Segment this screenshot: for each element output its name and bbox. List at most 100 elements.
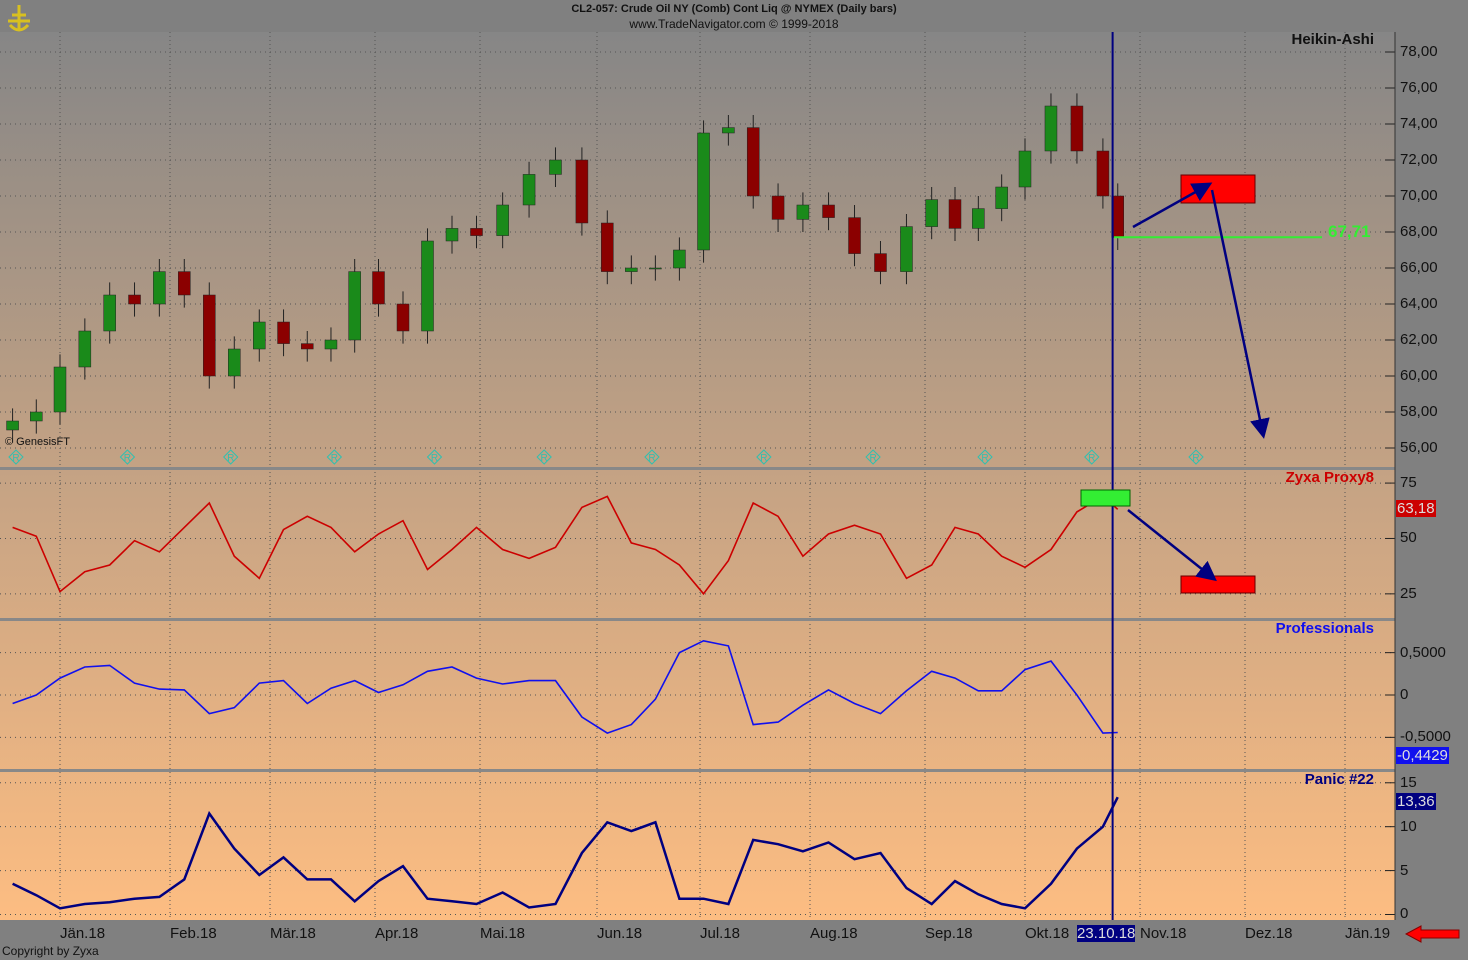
marker-label: R (648, 453, 655, 464)
candle (796, 204, 810, 220)
x-tick-label: Apr.18 (375, 925, 419, 942)
marker-r-icon: R (1084, 449, 1100, 465)
x-tick-label: Feb.18 (170, 925, 217, 942)
candle (30, 411, 43, 422)
y-tick-label: 25 (1400, 584, 1417, 602)
pane-title-proxy8: Zyxa Proxy8 (1285, 469, 1374, 486)
marker-label: R (12, 453, 19, 464)
marker-diamond (756, 449, 772, 465)
x-tick-label: Jän.19 (1345, 925, 1391, 942)
y-tick-label: 66,00 (1400, 259, 1438, 276)
y-tick-label: 60,00 (1400, 367, 1438, 384)
y-tick-label: 0 (1400, 686, 1409, 703)
marker-diamond (644, 449, 660, 465)
candle (6, 420, 19, 431)
x-tick-label: Jul.18 (700, 925, 741, 942)
candle (324, 339, 338, 350)
pane-title-panic: Panic #22 (1304, 771, 1374, 788)
candle (445, 228, 459, 242)
panic-last-value: 13,36 (1396, 793, 1436, 810)
marker-label: R (331, 453, 338, 464)
copyright: Copyright by Zyxa (2, 944, 99, 958)
candle (348, 271, 361, 341)
x-tick-label: Nov.18 (1140, 925, 1187, 942)
target-box-proxy (1180, 575, 1256, 594)
marker-label: R (1088, 453, 1095, 464)
signal-box-proxy (1080, 489, 1131, 507)
marker-r-icon: R (8, 449, 24, 465)
candle (103, 294, 116, 332)
x-tick-label: Mai.18 (480, 925, 526, 942)
candle (203, 294, 216, 377)
candle (746, 127, 760, 197)
arrow-proxy (1127, 509, 1217, 582)
scroll-left-arrow-icon[interactable] (1405, 925, 1460, 943)
marker-r-icon: R (326, 449, 343, 465)
marker-label: R (1192, 453, 1199, 464)
candle (649, 267, 662, 270)
y-tick-label: 10 (1400, 817, 1417, 835)
y-tick-label: 50 (1400, 529, 1417, 547)
y-tick-label: 64,00 (1400, 295, 1438, 312)
marker-diamond (865, 449, 881, 465)
y-tick-label: 78,00 (1400, 43, 1438, 60)
y-tick-label: 58,00 (1400, 403, 1438, 420)
candle (697, 132, 710, 251)
target-box-price (1180, 174, 1256, 204)
marker-diamond (119, 449, 136, 465)
marker-diamond (1084, 449, 1100, 465)
candle (470, 228, 483, 236)
marker-label: R (981, 453, 988, 464)
marker-diamond (1188, 449, 1204, 465)
x-tick-label: Dez.18 (1245, 925, 1293, 942)
candle (396, 303, 410, 332)
y-tick-label: 70,00 (1400, 187, 1438, 204)
candle (128, 294, 141, 305)
marker-r-icon: R (426, 449, 443, 465)
y-tick-label: 0,5000 (1400, 643, 1446, 661)
tradenavigator-logo (8, 5, 30, 32)
candle (53, 366, 67, 413)
y-tick-label: 74,00 (1400, 115, 1438, 132)
x-tick-label: Jun.18 (597, 925, 643, 942)
pane-title-professionals: Professionals (1275, 620, 1374, 637)
candle (1018, 150, 1032, 188)
marker-r-icon: R (223, 449, 239, 465)
marker-r-icon: R (756, 449, 772, 465)
marker-r-icon: R (536, 449, 552, 465)
marker-diamond (977, 449, 993, 465)
pane-separator (0, 618, 1395, 621)
marker-r-icon: R (119, 449, 136, 465)
candle (722, 127, 735, 134)
candle (153, 271, 166, 305)
marker-r-icon: R (865, 449, 881, 465)
marker-label: R (760, 453, 767, 464)
x-tick-label: Aug.18 (810, 925, 858, 942)
annotations (1080, 174, 1270, 594)
cursor-date-label: 23.10.18 (1077, 925, 1136, 942)
candle (228, 348, 241, 377)
candle (771, 195, 785, 220)
marker-label: R (869, 453, 876, 464)
chart-title: CL2-057: Crude Oil NY (Comb) Cont Liq @ … (571, 3, 897, 15)
proxy8-last-value: 63,18 (1396, 500, 1436, 517)
y-tick-label: 72,00 (1400, 151, 1438, 168)
y-tick-label: 5 (1400, 861, 1409, 879)
candle (601, 222, 614, 272)
candle (925, 199, 938, 227)
y-tick-label: 0 (1400, 905, 1409, 923)
pane-title-heikin-ashi: Heikin-Ashi (1291, 31, 1374, 48)
candle (549, 159, 562, 175)
x-tick-label: Sep.18 (925, 925, 973, 942)
candle (972, 208, 985, 229)
x-tick-label: Okt.18 (1025, 925, 1070, 942)
y-tick-label: 68,00 (1400, 223, 1438, 240)
marker-r-icon: R (644, 449, 660, 465)
x-tick-label: Mär.18 (270, 925, 316, 942)
marker-label: R (124, 453, 131, 464)
candle (1044, 105, 1058, 152)
y-tick-label: 76,00 (1400, 79, 1438, 96)
data-source: © GenesisFT (5, 436, 70, 448)
arrow-down (1210, 189, 1270, 439)
marker-diamond (223, 449, 239, 465)
